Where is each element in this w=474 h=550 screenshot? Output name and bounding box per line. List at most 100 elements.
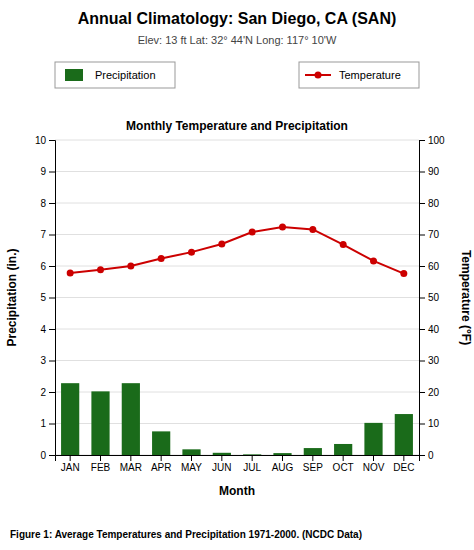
tick-label: 60 [428,261,440,272]
tick-label: JUN [212,462,231,473]
legend-item: Precipitation [55,62,175,88]
grid-line [55,266,419,267]
y-axis: 012345678910 [35,135,56,461]
bar [304,448,322,455]
line-series [67,223,408,277]
subtitle: Elev: 13 ft Lat: 32° 44'N Long: 117° 10'… [138,34,337,46]
legend: Precipitation Temperature [55,62,419,88]
tick: 7 [40,229,55,240]
y2-axis: 0 10 20 30 40 50 60 70 80 90 100 [419,135,445,461]
legend-marker [315,72,322,79]
tick-label: 100 [428,135,445,146]
point [127,263,134,270]
point [218,240,225,247]
tick-mark [419,140,425,141]
tick-label: 50 [428,292,440,303]
tick: 50 [419,292,440,303]
tick: 9 [40,166,55,177]
tick-mark [49,172,55,173]
x-axis: JANFEBMARAPRMAYJUNJULAUGSEPOCTNOVDEC [56,455,420,473]
tick: 3 [40,355,55,366]
bar [213,453,231,455]
tick-mark [419,172,425,173]
bar [91,391,109,455]
legend-label: Precipitation [95,69,156,81]
legend-swatch [65,69,83,81]
tick-label: NOV [363,462,385,473]
tick-label: 10 [428,418,440,429]
tick-mark [221,455,222,461]
tick-mark [282,455,283,461]
tick-label: 9 [40,166,46,177]
tick: 70 [419,229,440,240]
tick: 6 [40,261,55,272]
tick-mark [419,235,425,236]
tick: 100 [419,135,445,146]
tick-label: 1 [40,418,46,429]
axis-line [420,141,426,456]
tick-label: JUL [243,462,261,473]
tick-label: 8 [40,198,46,209]
tick-mark [100,455,101,461]
point [158,255,165,262]
grid-line [55,360,419,361]
tick-mark [130,455,131,461]
tick-label: 80 [428,198,440,209]
bar-series [61,383,413,455]
tick: FEB [91,455,111,473]
tick: 8 [40,198,55,209]
tick: NOV [363,455,385,473]
tick-mark [343,455,344,461]
tick: AUG [272,455,294,473]
tick: 40 [419,324,440,335]
bar [334,444,352,455]
bar [395,414,413,455]
tick-label: 10 [35,135,47,146]
tick: 0 [419,450,434,461]
tick-mark [419,329,425,330]
point [67,269,74,276]
bar [61,383,79,455]
tick-mark [49,424,55,425]
bar [182,449,200,455]
bar [122,383,140,455]
tick-mark [49,203,55,204]
tick-mark [403,455,404,461]
tick-mark [419,455,425,456]
tick-mark [191,455,192,461]
tick-label: JAN [61,462,80,473]
point [400,270,407,277]
tick-label: 40 [428,324,440,335]
bar [152,431,170,455]
tick-label: 5 [40,292,46,303]
tick: 4 [40,324,55,335]
tick: SEP [303,455,323,473]
point [340,241,347,248]
tick-label: 20 [428,387,440,398]
point [309,226,316,233]
tick-mark [49,235,55,236]
point [188,249,195,256]
point [249,228,256,235]
grid-line [55,171,419,172]
tick: 90 [419,166,440,177]
tick: 80 [419,198,440,209]
bar [273,453,291,455]
legend-label: Temperature [339,69,401,81]
tick: JAN [61,455,80,473]
grid-line [55,329,419,330]
tick: MAR [120,455,142,473]
tick-mark [161,455,162,461]
tick-label: MAY [181,462,202,473]
tick-label: 30 [428,355,440,366]
point [279,223,286,230]
tick-label: 0 [428,450,434,461]
tick: DEC [393,455,414,473]
tick-mark [49,392,55,393]
tick: OCT [333,455,354,473]
line [70,227,404,274]
legend-box [55,62,175,88]
tick-mark [419,266,425,267]
tick-label: OCT [333,462,354,473]
tick-mark [49,298,55,299]
